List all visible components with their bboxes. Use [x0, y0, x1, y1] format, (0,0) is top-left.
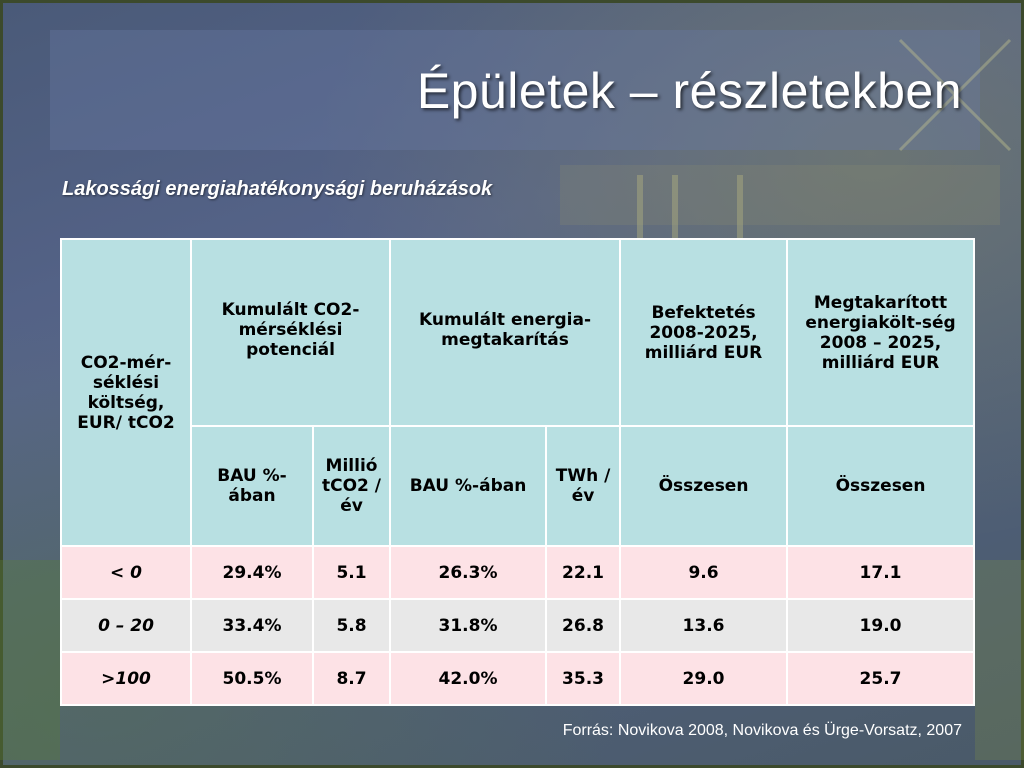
cell-twh: 22.1	[545, 545, 622, 600]
cell-investment: 29.0	[619, 651, 789, 706]
cell-saved: 19.0	[786, 598, 976, 653]
cell-bau-co2: 33.4%	[190, 598, 314, 653]
header-co2-potential: Kumulált CO2-mérséklési potenciál	[189, 238, 392, 427]
cell-mtco2: 5.8	[311, 598, 392, 653]
cell-bau-energy: 31.8%	[389, 598, 548, 653]
cell-mtco2: 5.1	[311, 545, 392, 600]
cell-investment: 9.6	[619, 545, 789, 600]
data-table: CO2-mér-séklési költség, EUR/ tCO2 Kumul…	[60, 238, 976, 706]
cell-bau-co2: 29.4%	[190, 545, 314, 600]
row-label: >100	[60, 651, 192, 706]
cell-bau-energy: 26.3%	[389, 545, 548, 600]
header-twh: TWh /év	[545, 425, 622, 547]
header-total-saved: Összesen	[786, 425, 976, 547]
table-row: 0 – 20 33.4% 5.8 31.8% 26.8 13.6 19.0	[60, 598, 976, 653]
source-note: Forrás: Novikova 2008, Novikova és Ürge-…	[562, 722, 962, 739]
header-mtco2: Millió tCO2 /év	[311, 425, 392, 547]
header-investment: Befektetés 2008-2025, milliárd EUR	[619, 238, 789, 427]
slide-subtitle: Lakossági energiahatékonysági beruházáso…	[62, 178, 493, 200]
cell-bau-co2: 50.5%	[190, 651, 314, 706]
slide-title: Épületek – részletekben	[416, 63, 962, 119]
cell-twh: 35.3	[545, 651, 622, 706]
row-label-value: 100	[115, 668, 151, 689]
row-label: 0 – 20	[60, 598, 192, 653]
row-label-prefix: <	[109, 562, 131, 583]
header-cost: CO2-mér-séklési költség, EUR/ tCO2	[60, 238, 192, 547]
header-saved-cost: Megtakarított energiakölt-ség 2008 – 202…	[786, 238, 976, 427]
table-row: < 0 29.4% 5.1 26.3% 22.1 9.6 17.1	[60, 545, 976, 600]
table-row: >100 50.5% 8.7 42.0% 35.3 29.0 25.7	[60, 651, 976, 706]
cell-saved: 25.7	[786, 651, 976, 706]
cell-twh: 26.8	[545, 598, 622, 653]
header-energy-saving: Kumulált energia-megtakarítás	[389, 238, 622, 427]
row-label-value: 0 – 20	[98, 615, 154, 636]
cell-saved: 17.1	[786, 545, 976, 600]
row-label-prefix: >	[101, 668, 116, 689]
header-row-1: CO2-mér-séklési költség, EUR/ tCO2 Kumul…	[60, 238, 976, 547]
header-row-2: BAU %-ában Millió tCO2 /év BAU %-ában TW…	[61, 425, 976, 547]
header-total-investment: Összesen	[619, 425, 789, 547]
row-label: < 0	[60, 545, 192, 600]
cell-bau-energy: 42.0%	[389, 651, 548, 706]
header-bau-energy: BAU %-ában	[389, 425, 548, 547]
cell-investment: 13.6	[619, 598, 789, 653]
cell-mtco2: 8.7	[311, 651, 392, 706]
row-label-value: 0	[130, 562, 142, 583]
header-bau-co2: BAU %-ában	[190, 425, 314, 547]
